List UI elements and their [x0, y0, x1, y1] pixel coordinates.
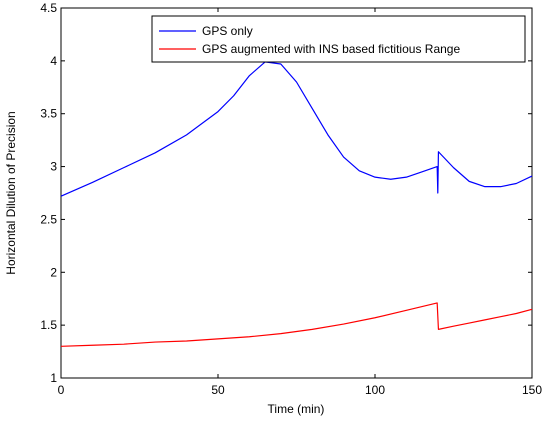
series-layer [60, 61, 533, 347]
y-tick-label: 4 [50, 54, 57, 68]
legend-label-gps-ins: GPS augmented with INS based fictitious … [202, 42, 460, 56]
plot-area [60, 7, 533, 379]
series-line-gps-only [60, 61, 533, 197]
y-tick-label: 2 [50, 265, 57, 279]
legend-label-gps-only: GPS only [202, 24, 253, 38]
x-tick-label: 100 [365, 383, 385, 397]
y-tick-label: 1 [50, 371, 57, 385]
x-tick-label: 50 [211, 383, 225, 397]
y-tick-label: 3.5 [40, 107, 57, 121]
x-axis: 0 50 100 150 [58, 8, 542, 397]
y-axis: 1 1.5 2 2.5 3 3.5 4 4.5 [40, 1, 532, 385]
legend-box [151, 15, 526, 63]
series-line-gps-ins [60, 302, 533, 347]
x-tick-label: 0 [58, 383, 65, 397]
y-tick-label: 2.5 [40, 212, 57, 226]
x-tick-label: 150 [522, 383, 542, 397]
x-axis-label: Time (min) [268, 402, 325, 416]
y-tick-label: 4.5 [40, 1, 57, 15]
y-tick-label: 1.5 [40, 318, 57, 332]
legend: GPS only GPS augmented with INS based fi… [151, 15, 526, 63]
y-axis-label: Horizontal Dilution of Precision [4, 111, 18, 274]
y-tick-label: 3 [50, 160, 57, 174]
